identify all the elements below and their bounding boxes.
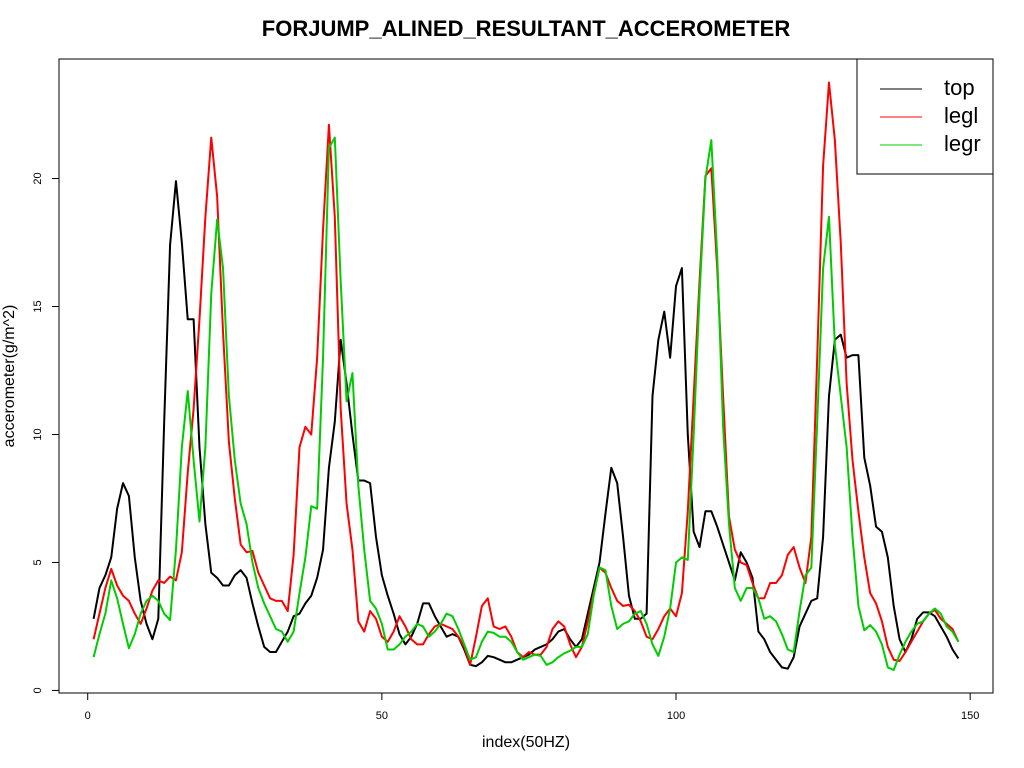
x-tick-label: 0 bbox=[85, 710, 91, 722]
plot-frame bbox=[58, 58, 994, 694]
x-tick-label: 100 bbox=[667, 710, 685, 722]
y-tick-label: 15 bbox=[32, 300, 44, 312]
series-line bbox=[92, 81, 960, 666]
y-tick-label: 20 bbox=[32, 172, 44, 184]
series-line bbox=[92, 136, 960, 671]
y-tick-label: 10 bbox=[32, 428, 44, 440]
y-tick-label: 0 bbox=[32, 687, 44, 693]
legend-label: top bbox=[944, 75, 975, 100]
legend-box bbox=[856, 58, 994, 175]
legend-label: legl bbox=[944, 103, 978, 128]
x-tick-label: 50 bbox=[376, 710, 388, 722]
y-axis-label: accerometer(g/m^2) bbox=[1, 305, 18, 448]
x-axis-label: index(50HZ) bbox=[482, 734, 570, 751]
chart-title: FORJUMP_ALINED_RESULTANT_ACCEROMETER bbox=[262, 16, 791, 41]
x-tick-label: 150 bbox=[961, 710, 979, 722]
y-tick-label: 5 bbox=[32, 559, 44, 565]
legend-label: legr bbox=[944, 131, 981, 156]
series-line bbox=[92, 180, 960, 670]
